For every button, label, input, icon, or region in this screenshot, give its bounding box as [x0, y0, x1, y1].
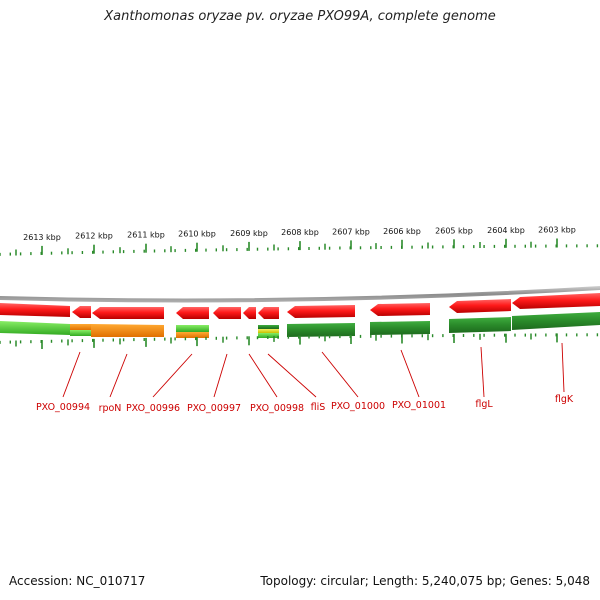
genome-backbone-arc	[0, 286, 600, 303]
cog-block-orange	[70, 324, 91, 330]
gene-label-pxo-01000[interactable]: PXO_01000	[331, 401, 385, 412]
cog-block-light-green	[258, 333, 279, 338]
leader-line	[480, 346, 485, 398]
leader-line	[152, 353, 193, 398]
accession-text: Accession: NC_010717	[9, 574, 146, 588]
leader-line	[400, 349, 420, 398]
gene-arrow[interactable]	[449, 299, 511, 313]
gene-arrow[interactable]	[243, 307, 256, 319]
kbp-label: 2606 kbp	[383, 227, 421, 236]
outer-tick-marks	[0, 238, 599, 256]
gene-arrow[interactable]	[72, 306, 91, 318]
kbp-label: 2604 kbp	[487, 226, 525, 235]
gene-labels: PXO_00994 rpoN PXO_00996 PXO_00997 PXO_0…	[36, 394, 574, 414]
gene-label-leader-lines	[62, 342, 565, 398]
kbp-label: 2608 kbp	[281, 228, 319, 237]
kbp-scale-labels: 2613 kbp 2612 kbp 2611 kbp 2610 kbp 2609 kbp…	[23, 226, 576, 242]
leader-line	[62, 351, 81, 398]
gene-arrow[interactable]	[370, 303, 430, 316]
cog-block-green	[512, 312, 600, 330]
cog-block-light-green	[70, 330, 91, 336]
genome-summary-text: Topology: circular; Length: 5,240,075 bp…	[260, 574, 590, 588]
gene-arrow[interactable]	[213, 307, 241, 319]
leader-line	[321, 351, 359, 398]
gene-arrow[interactable]	[512, 293, 600, 309]
inner-tick-marks	[0, 333, 599, 349]
gene-arrow-track	[0, 293, 600, 319]
gene-label-flgk[interactable]: flgK	[555, 394, 574, 405]
leader-line	[248, 353, 278, 398]
gene-label-rpon[interactable]: rpoN	[99, 403, 122, 414]
gene-arrow[interactable]	[176, 307, 209, 319]
cog-block-green	[287, 323, 355, 337]
gene-label-pxo-00998[interactable]: PXO_00998	[250, 403, 304, 414]
kbp-label: 2609 kbp	[230, 229, 268, 238]
cog-block-orange	[91, 324, 164, 337]
kbp-label: 2607 kbp	[332, 227, 370, 236]
kbp-label: 2610 kbp	[178, 230, 216, 239]
gene-label-pxo-00994[interactable]: PXO_00994	[36, 402, 90, 413]
map-title: Xanthomonas oryzae pv. oryzae PXO99A, co…	[104, 9, 496, 24]
gene-arrow[interactable]	[287, 305, 355, 318]
gene-arrow[interactable]	[92, 307, 164, 319]
cog-block-green	[449, 317, 511, 333]
kbp-label: 2605 kbp	[435, 226, 473, 235]
kbp-label: 2611 kbp	[127, 231, 165, 240]
kbp-label: 2613 kbp	[23, 233, 61, 242]
cog-block-green	[370, 321, 430, 335]
gene-label-pxo-00997[interactable]: PXO_00997	[187, 403, 241, 414]
leader-line	[213, 353, 228, 398]
gene-label-flis[interactable]: fliS	[311, 402, 326, 413]
gene-arrow[interactable]	[258, 307, 279, 319]
cog-block-green	[258, 325, 279, 329]
functional-category-track	[0, 312, 600, 338]
kbp-label: 2603 kbp	[538, 226, 576, 235]
leader-line	[109, 353, 128, 398]
leader-line	[561, 342, 565, 393]
gene-label-flgl[interactable]: flgL	[475, 399, 493, 410]
cog-block-orange	[176, 332, 209, 338]
leader-line	[267, 353, 317, 398]
kbp-label: 2612 kbp	[75, 232, 113, 241]
cog-block-light-green	[0, 321, 70, 335]
cog-block-light-green	[176, 325, 209, 332]
gene-label-pxo-00996[interactable]: PXO_00996	[126, 403, 180, 414]
cog-block-yellow	[258, 329, 279, 333]
gene-arrow[interactable]	[0, 303, 70, 317]
gene-label-pxo-01001[interactable]: PXO_01001	[392, 400, 446, 411]
